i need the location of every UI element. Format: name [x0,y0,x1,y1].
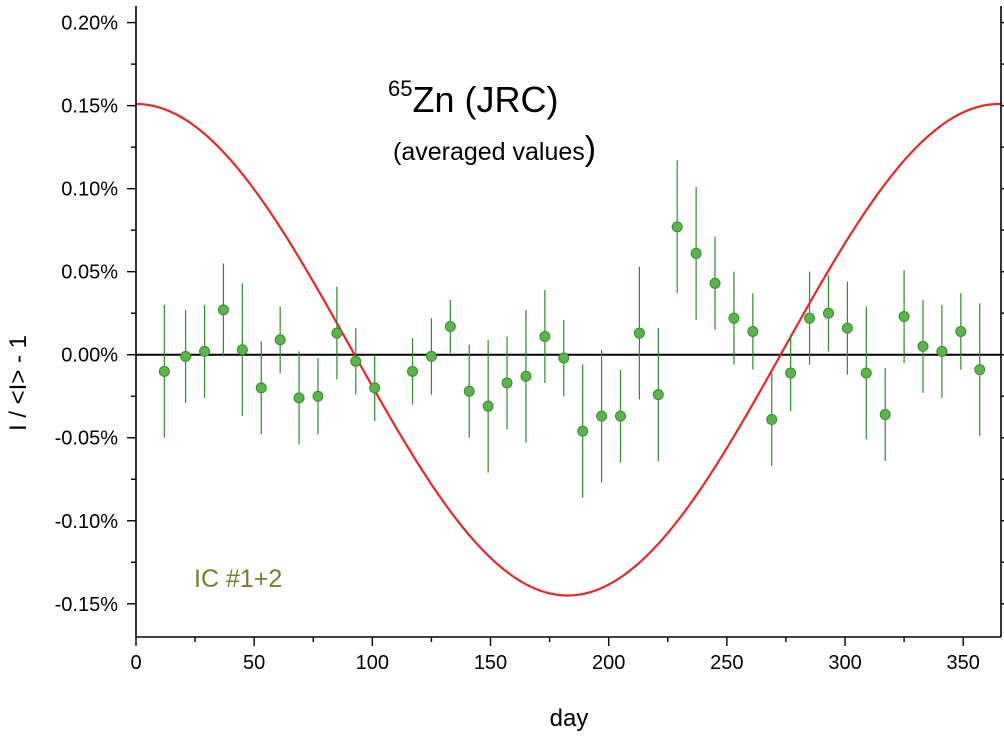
y-tick-label: -0.05% [55,428,119,450]
data-point [558,352,570,364]
x-tick-label: 50 [243,652,265,674]
axes-layer: 0 50 100 150 200 250 300 350 -0.15% -0.10% -0.05% 0… [55,6,1004,674]
data-point [841,322,853,334]
data-point [728,312,740,324]
data-point [709,277,721,289]
data-point [444,320,456,332]
data-point [350,355,362,367]
y-tick-label: 0.15% [61,96,118,118]
data-point [747,325,759,337]
y-tick-label: 0.10% [61,179,118,201]
x-tick-label: 100 [356,652,389,674]
data-point [822,307,834,319]
data-point [217,304,229,316]
data-point [955,325,967,337]
data-point [520,370,532,382]
data-point [936,345,948,357]
data-point [312,390,324,402]
y-tick-label: -0.15% [55,594,119,616]
y-tick-label: 0.00% [61,345,118,367]
y-tick-label: 0.20% [61,13,118,35]
data-point [407,365,419,377]
x-tick-label: 150 [474,652,507,674]
chart-title: 65Zn (JRC) [388,76,558,120]
data-point [331,327,343,339]
x-tick-label: 200 [592,652,625,674]
x-tick-label: 0 [130,652,141,674]
data-point [879,408,891,420]
data-point [501,377,513,389]
y-tick-label: -0.10% [55,511,119,533]
x-axis-title: day [550,705,589,732]
data-point [539,330,551,342]
subtitle-text: (averaged values [393,138,585,166]
subtitle-paren: ) [585,130,596,168]
data-point [633,327,645,339]
data-point [974,364,986,376]
annotation-label: IC #1+2 [194,565,282,593]
data-point [180,350,192,362]
chart-subtitle: (averaged values) [393,130,596,168]
data-point [917,340,929,352]
data-point [596,410,608,422]
data-point [671,221,683,233]
data-point [463,385,475,397]
data-point [199,345,211,357]
data-point [482,400,494,412]
data-point [369,382,381,394]
data-point [293,392,305,404]
data-point [860,367,872,379]
y-tick-label: 0.05% [61,262,118,284]
data-points-layer [158,160,986,498]
model-curve [135,102,1002,597]
data-point [236,344,248,356]
x-tick-label: 250 [710,652,743,674]
x-tick-label: 300 [828,652,861,674]
data-point [652,389,664,401]
title-element: Zn (JRC) [412,79,558,120]
data-point [804,312,816,324]
model-curve-layer [135,102,1002,597]
data-point [274,334,286,346]
data-point [425,350,437,362]
title-mass-number: 65 [388,76,412,101]
data-point [614,410,626,422]
x-tick-label: 350 [946,652,979,674]
data-point [158,365,170,377]
data-point [690,247,702,259]
data-point [766,413,778,425]
data-point [898,311,910,323]
y-axis-title: I / <I> - 1 [5,335,32,431]
data-point [577,425,589,437]
data-point [255,382,267,394]
data-point [785,367,797,379]
